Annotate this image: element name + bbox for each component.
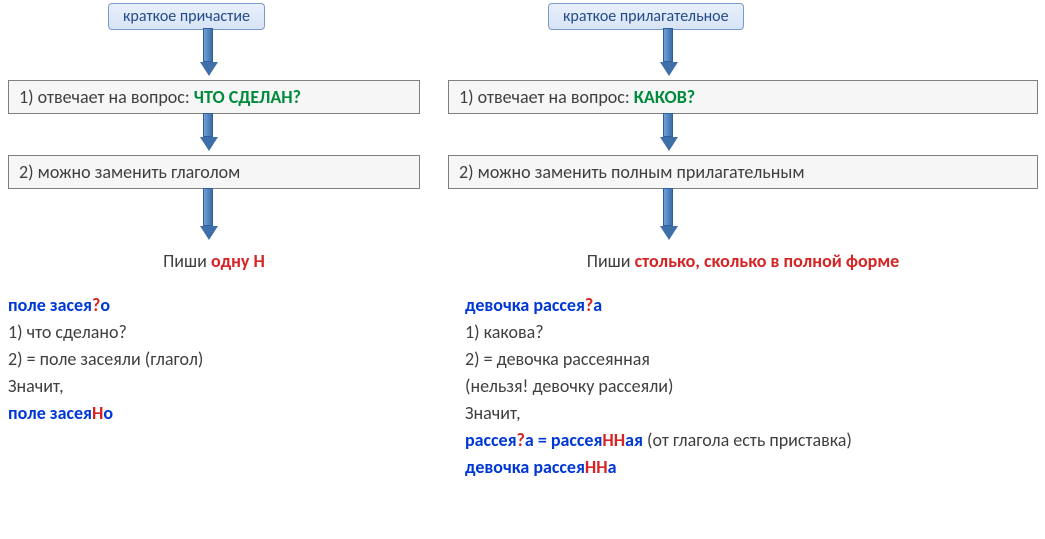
left-box1-prefix: 1) отвечает на вопрос: [19, 86, 194, 108]
r-r-a: девочка рассея [465, 456, 585, 478]
left-rule: Пиши одну Н [8, 248, 420, 275]
left-header-text: краткое причастие [123, 7, 250, 26]
right-box1-q: КАКОВ? [634, 86, 695, 108]
arrow-l2 [200, 113, 216, 151]
left-example: поле засея?о 1) что сделано? 2) = поле з… [8, 292, 438, 427]
right-ex-eq: рассея?а = рассеяННая (от глагола есть п… [465, 427, 1045, 454]
right-rule-em: столько, сколько в полной форме [635, 250, 900, 272]
l-r-c: о [103, 402, 113, 424]
r-l2: 2) = девочка рассеянная [465, 346, 1045, 373]
r-l3: (нельзя! девочку рассеяли) [465, 373, 1045, 400]
r-e-a: рассея [465, 429, 517, 451]
right-example: девочка рассея?а 1) какова? 2) = девочка… [465, 292, 1045, 481]
l-l1: 1) что сделано? [8, 319, 438, 346]
arrow-r2 [660, 113, 676, 151]
right-ex-title: девочка рассея?а [465, 292, 1045, 319]
left-box2: 2) можно заменить глаголом [8, 155, 420, 189]
l-l2: 2) = поле засеяли (глагол) [8, 346, 438, 373]
r-r-b: НН [585, 456, 608, 478]
arrow-l3 [200, 188, 216, 240]
r-e-b: ? [517, 429, 525, 451]
r-t-b: ? [585, 294, 593, 316]
l-l3: Значит, [8, 373, 438, 400]
r-e-e: НН [602, 429, 625, 451]
l-t-a: поле засея [8, 294, 92, 316]
right-header-text: краткое прилагательное [563, 7, 729, 26]
l-t-c: о [100, 294, 110, 316]
right-ex-result: девочка рассеяННа [465, 454, 1045, 481]
left-rule-em: одну Н [211, 250, 265, 272]
right-header: краткое прилагательное [548, 3, 744, 30]
right-box1-prefix: 1) отвечает на вопрос: [459, 86, 634, 108]
left-ex-result: поле засеяНо [8, 400, 438, 427]
r-e-f: ая [625, 429, 643, 451]
r-t-c: а [593, 294, 602, 316]
right-box2: 2) можно заменить полным прилагательным [448, 155, 1038, 189]
left-rule-prefix: Пиши [163, 250, 211, 272]
r-r-c: а [608, 456, 617, 478]
arrow-r1 [660, 28, 676, 76]
r-t-a: девочка рассея [465, 294, 585, 316]
l-r-a: поле засея [8, 402, 92, 424]
arrow-r3 [660, 188, 676, 240]
left-header: краткое причастие [108, 3, 265, 30]
right-box1: 1) отвечает на вопрос: КАКОВ? [448, 80, 1038, 114]
r-e-c: а = [525, 429, 551, 451]
left-box1-q: ЧТО СДЕЛАН? [194, 86, 301, 108]
arrow-l1 [200, 28, 216, 76]
right-rule: Пиши столько, сколько в полной форме [448, 248, 1038, 275]
l-r-b: Н [92, 402, 103, 424]
r-l1: 1) какова? [465, 319, 1045, 346]
left-ex-title: поле засея?о [8, 292, 438, 319]
right-box2-text: 2) можно заменить полным прилагательным [459, 161, 805, 183]
r-e-d: рассея [551, 429, 603, 451]
r-l4: Значит, [465, 400, 1045, 427]
left-box1: 1) отвечает на вопрос: ЧТО СДЕЛАН? [8, 80, 420, 114]
right-rule-prefix: Пиши [587, 250, 635, 272]
left-box2-text: 2) можно заменить глаголом [19, 161, 240, 183]
r-e-g: (от глагола есть приставка) [643, 429, 852, 451]
